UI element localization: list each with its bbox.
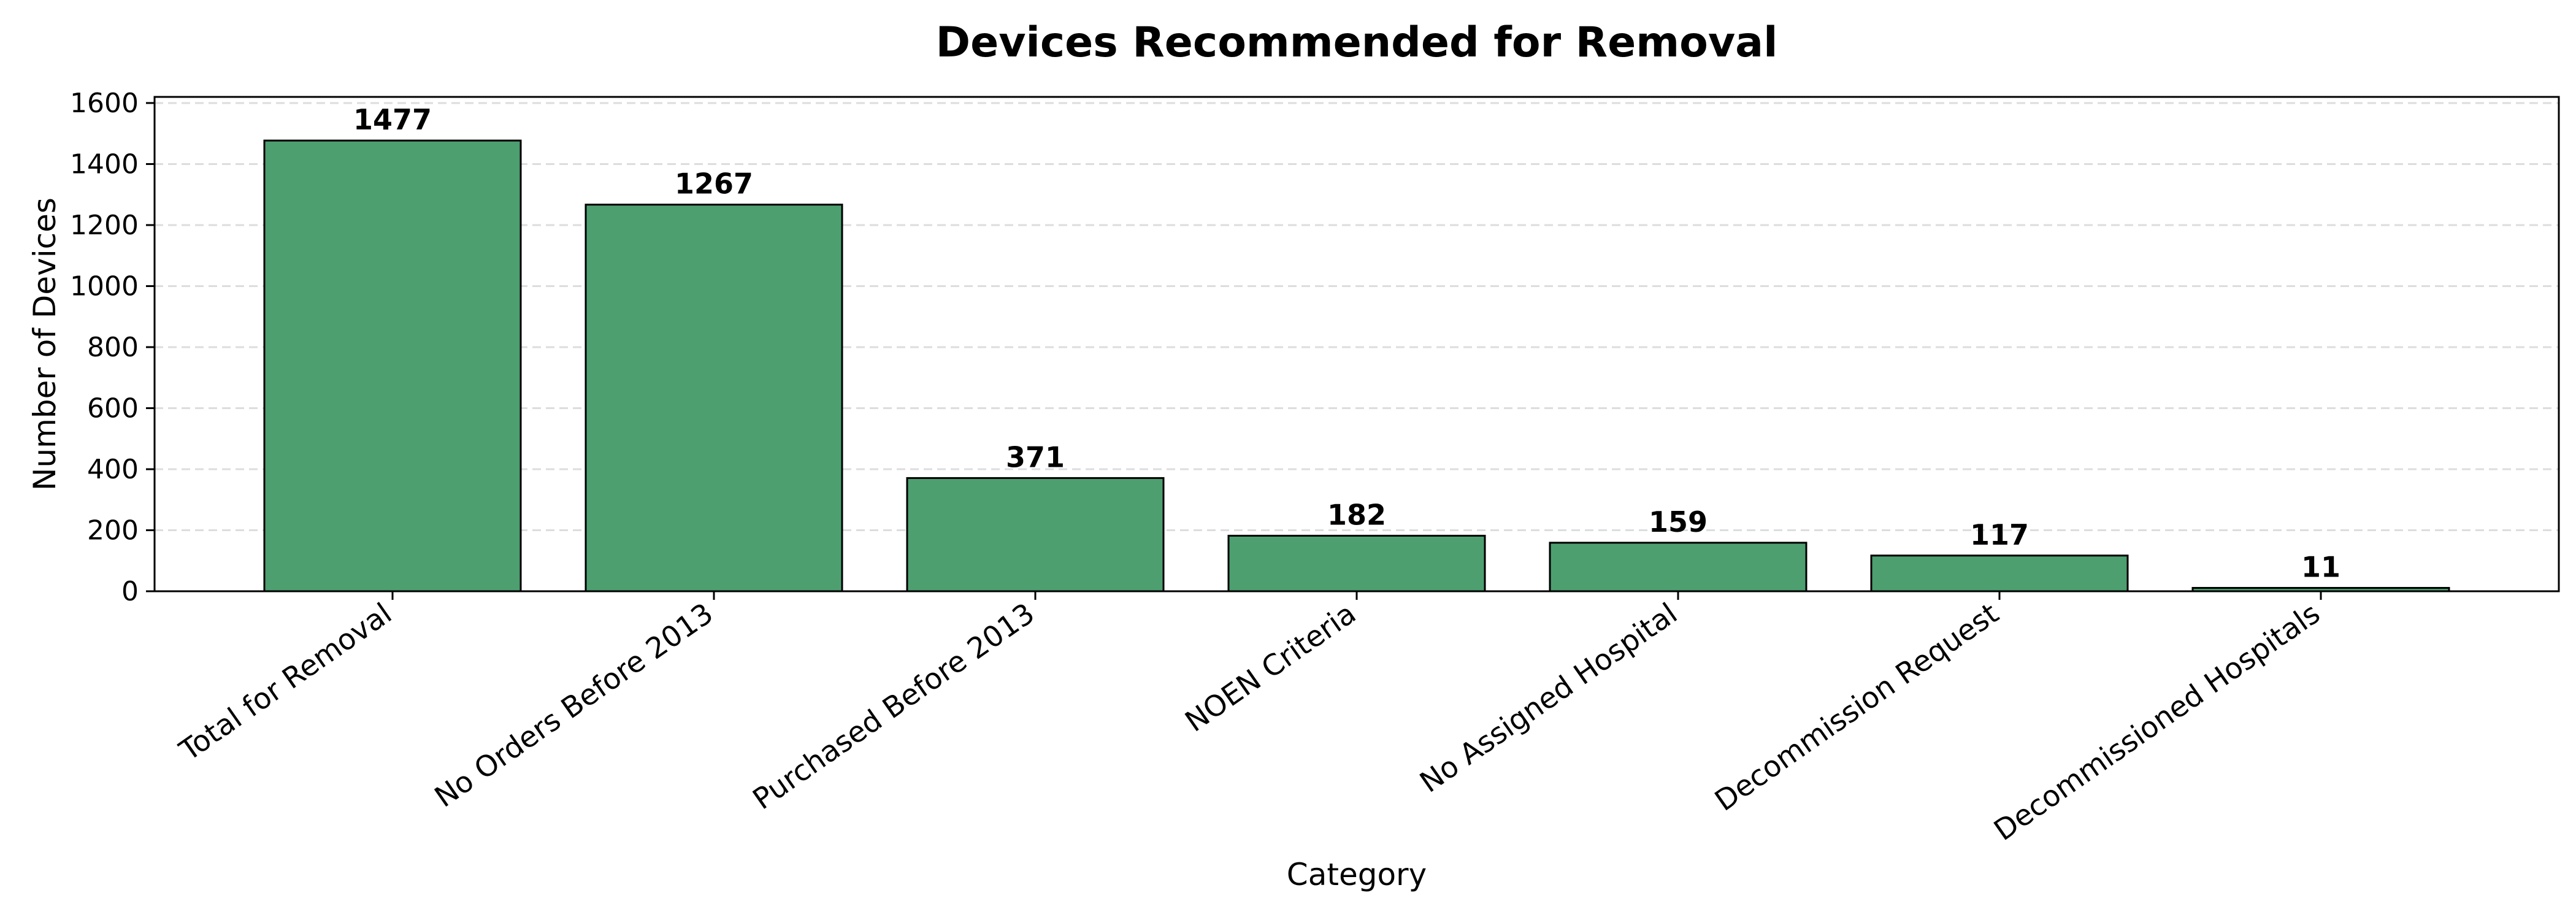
bar — [1870, 554, 2129, 592]
y-tick-label: 200 — [87, 515, 139, 546]
bar — [585, 204, 843, 592]
bar-value-label: 159 — [1649, 505, 1708, 539]
y-tick-label: 1600 — [70, 88, 139, 119]
bar-value-label: 371 — [1006, 440, 1065, 473]
y-tick-label: 0 — [121, 576, 139, 607]
x-axis-title: Category — [1287, 857, 1427, 892]
y-tick-label: 1000 — [70, 270, 139, 302]
y-tick-label: 1200 — [70, 210, 139, 241]
bar-value-label: 1477 — [353, 103, 432, 136]
y-axis-ticks: 0 200 400 600 800 1000 1200 1400 1600 — [70, 88, 155, 607]
y-tick-label: 600 — [87, 393, 139, 424]
y-tick-label: 800 — [87, 332, 139, 363]
y-tick-label: 1400 — [70, 148, 139, 180]
bar — [1227, 534, 1486, 592]
bar-value-label: 11 — [2301, 551, 2340, 584]
chart-title: Devices Recommended for Removal — [936, 18, 1778, 67]
y-axis-title: Number of Devices — [27, 197, 63, 491]
bar-value-label: 1267 — [675, 167, 753, 201]
bar-value-label: 182 — [1327, 498, 1386, 531]
y-tick-label: 400 — [87, 454, 139, 485]
bar — [906, 477, 1165, 592]
value-labels: 1477 1267 371 182 159 117 11 — [353, 103, 2340, 583]
gridlines — [155, 102, 2559, 531]
bar-value-label: 117 — [1970, 518, 2029, 551]
bar — [1549, 542, 1807, 592]
bar — [263, 139, 522, 592]
